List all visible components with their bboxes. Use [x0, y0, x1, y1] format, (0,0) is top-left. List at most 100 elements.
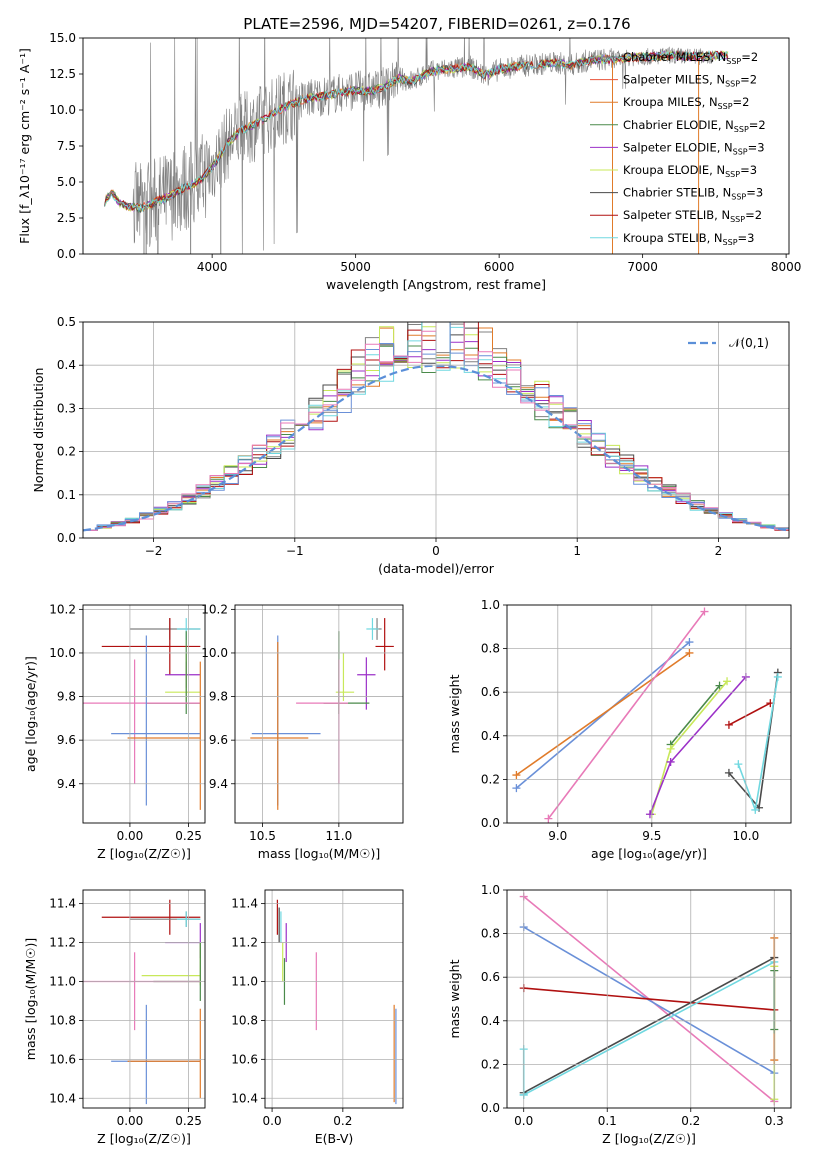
weight_vs_age-chart: 9.0 9.5 10.0 0.0 0.2 0.4 0.6 0.8 1.0 age [log₁₀(a…	[447, 598, 792, 861]
weight_vs_age-marker-8-0	[734, 760, 743, 769]
mass_vs_Z-xtick-label-1: 0.25	[175, 1114, 202, 1128]
residuals-frame	[82, 321, 790, 539]
mass_vs_ebv-ytick-label-4: 11.2	[231, 936, 258, 950]
spectrum-ytick-label-1: 2.5	[57, 211, 76, 225]
weight_vs_Z-ytick-label-0: 0.0	[481, 1101, 500, 1115]
age_vs_Z-ytick-label-4: 10.2	[49, 602, 76, 616]
residuals-xtick-label-2: 0	[432, 544, 440, 558]
residuals-xtick-label-1: −1	[286, 544, 304, 558]
legend-label-5: Kroupa ELODIE, NSSP=3	[623, 163, 757, 179]
spectrum-ytick-label-4: 10.0	[49, 103, 76, 117]
age_vs_Z-xlabel: Z [log₁₀(Z/Z☉)]	[97, 846, 191, 861]
mass_vs_ebv-plot-area	[276, 899, 397, 1105]
weight_vs_age-plot-area	[512, 607, 782, 823]
mass_vs_Z-ytick-label-5: 11.4	[49, 897, 76, 911]
residuals-ytick-label-0: 0.0	[57, 531, 76, 545]
spectrum-xtick-label-3: 7000	[627, 260, 658, 274]
residuals-ytick-label-4: 0.4	[57, 358, 76, 372]
legend-count-3: =2	[749, 118, 766, 132]
age_vs_Z-ytick-label-1: 9.6	[57, 733, 76, 747]
legend-count-1: =2	[740, 73, 757, 87]
weight_vs_Z-ytick-label-3: 0.6	[481, 970, 500, 984]
age_vs_Z-ytick-label-0: 9.4	[57, 777, 76, 791]
age_vs_mass-xtick-label-0: 10.5	[249, 829, 276, 843]
weight_vs_Z-xtick-label-1: 0.1	[598, 1114, 617, 1128]
legend-label-3: Chabrier ELODIE, NSSP=2	[623, 118, 766, 134]
weight_vs_age-marker-2-0	[544, 814, 553, 823]
weight_vs_age-marker-4-2	[723, 677, 732, 686]
mass_vs_ebv-ytick-label-3: 11.0	[231, 974, 258, 988]
legend-label-7: Salpeter STELIB, NSSP=2	[623, 208, 762, 224]
spectrum-xtick-label-0: 4000	[197, 260, 228, 274]
mass_vs_ebv-xtick-label-0: 0.0	[263, 1114, 282, 1128]
weight_vs_Z-ylabel: mass weight	[447, 959, 462, 1038]
mass_vs_Z-xtick-label-0: 0.00	[117, 1114, 144, 1128]
weight_vs_age-ytick-label-4: 0.8	[481, 642, 500, 656]
weight_vs_age-series-3	[669, 685, 721, 746]
weight_vs_Z-plot-area	[519, 892, 779, 1106]
legend-count-6: =3	[746, 186, 763, 200]
weight_vs_age-ytick-label-5: 1.0	[481, 598, 500, 612]
mass_vs_Z-ytick-label-2: 10.8	[49, 1013, 76, 1027]
age_vs_mass-ytick-label-4: 10.2	[201, 602, 228, 616]
age_vs_mass-chart: 10.5 11.0 9.4 9.6 9.8 10.0 10.2 mass [log₁₀(M/M…	[201, 602, 404, 861]
residuals-xlabel: (data-model)/error	[378, 561, 495, 576]
residuals-chart: −2 −1 0 1 2 0.0 0.1 0.2 0.3 0.4 0.5 (data-model)/er…	[31, 315, 790, 576]
weight_vs_age-series-0	[515, 641, 690, 789]
spectrum-xlabel: wavelength [Angstrom, rest frame]	[326, 277, 546, 292]
legend-subscript-8: SSP	[723, 238, 738, 247]
spectrum-ytick-label-3: 7.5	[57, 139, 76, 153]
spectrum-xtick-label-2: 6000	[484, 260, 515, 274]
spectrum-legend: Chabrier MILES, NSSP=2 Salpeter MILES, NS…	[590, 50, 766, 247]
residuals-xtick-label-3: 1	[573, 544, 581, 558]
weight_vs_age-marker-1-0	[512, 771, 521, 780]
weight_vs_age-marker-3-1	[715, 681, 724, 690]
mass_vs_ebv-ytick-label-2: 10.8	[231, 1013, 258, 1027]
age_vs_Z-ytick-label-2: 9.8	[57, 690, 76, 704]
weight_vs_age-marker-4-1	[666, 744, 675, 753]
weight_vs_age-marker-5-1	[666, 757, 675, 766]
mass_vs_Z-ytick-label-4: 11.2	[49, 936, 76, 950]
spectrum-xtick-label-1: 5000	[340, 260, 371, 274]
weight_vs_age-marker-0-0	[512, 784, 521, 793]
weight_vs_age-ylabel: mass weight	[447, 674, 462, 753]
legend-subscript-3: SSP	[734, 125, 749, 134]
spectrum-ytick-label-0: 0.0	[57, 247, 76, 261]
weight_vs_age-xlabel: age [log₁₀(age/yr)]	[591, 846, 707, 861]
weight_vs_Z-xlabel: Z [log₁₀(Z/Z☉)]	[602, 1131, 696, 1146]
spectrum-model-kroupa-stelib	[104, 49, 729, 213]
weight_vs_Z-frame	[506, 889, 792, 1109]
weight_vs_age-marker-8-1	[751, 805, 760, 814]
mass_vs_ebv-xlabel: E(B-V)	[315, 1131, 354, 1146]
weight_vs_age-marker-7-0	[724, 768, 733, 777]
weight_vs_Z-chart: 0.0 0.1 0.2 0.3 0.0 0.2 0.4 0.6 0.8 1.0 Z [log₁₀(Z…	[447, 883, 792, 1146]
legend-subscript-4: SSP	[733, 147, 748, 156]
spectrum-model-chabrier-stelib	[104, 50, 728, 214]
weight_vs_age-series-5	[649, 676, 747, 815]
legend-count-0: =2	[741, 50, 758, 64]
age_vs_Z-ytick-label-3: 10.0	[49, 646, 76, 660]
mass_vs_Z-frame	[82, 889, 206, 1109]
age_vs_Z-xtick-label-0: 0.00	[117, 829, 144, 843]
mass_vs_Z-xlabel: Z [log₁₀(Z/Z☉)]	[97, 1131, 191, 1146]
weight_vs_age-xtick-label-1: 9.5	[642, 829, 661, 843]
legend-subscript-2: SSP	[718, 102, 733, 111]
weight_vs_Z-xtick-label-3: 0.3	[765, 1114, 784, 1128]
age_vs_mass-ytick-label-0: 9.4	[209, 777, 228, 791]
age_vs_mass-plot-area	[250, 618, 394, 810]
weight_vs_age-series-1	[515, 652, 690, 776]
weight_vs_age-marker-8-2	[773, 672, 782, 681]
legend-count-8: =3	[738, 231, 755, 245]
age_vs_mass-ytick-label-1: 9.6	[209, 733, 228, 747]
spectrum-data-line	[104, 38, 715, 254]
residual-legend-label: 𝒩(0,1)	[729, 336, 769, 350]
mass_vs_ebv-xtick-label-1: 0.2	[333, 1114, 352, 1128]
mass_vs_Z-ytick-label-0: 10.4	[49, 1091, 76, 1105]
spectrum-chart: 4000 5000 6000 7000 8000 0.0 2.5 5.0 7.5 10.0 12.5…	[17, 31, 801, 292]
age_vs_mass-xtick-label-1: 11.0	[325, 829, 352, 843]
mass_vs_ebv-chart: 0.0 0.2 10.4 10.6 10.8 11.0 11.2 11.4 E(B-V)	[231, 889, 404, 1146]
mass_vs_Z-ytick-label-1: 10.6	[49, 1052, 76, 1066]
legend-count-4: =3	[748, 140, 765, 154]
weight_vs_Z-xtick-label-0: 0.0	[514, 1114, 533, 1128]
